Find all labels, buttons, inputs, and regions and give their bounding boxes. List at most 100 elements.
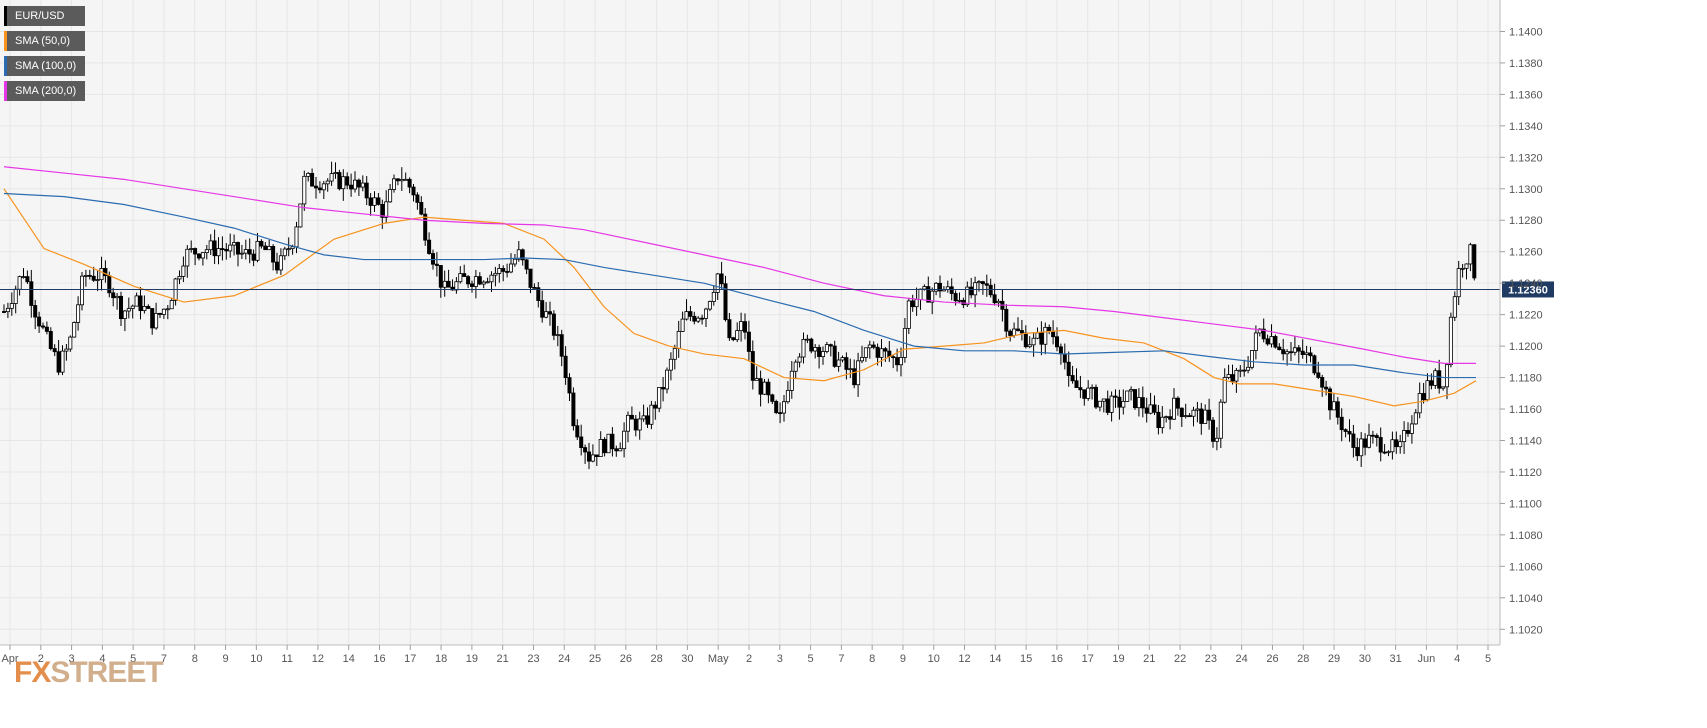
candle-body [879,348,884,358]
candle-body [524,259,529,270]
candle-body [594,454,599,457]
candle-body [1187,415,1192,418]
candle-body [310,172,315,187]
candle-body [965,286,970,306]
logo-prefix: FX [14,656,51,689]
candle-body [302,175,307,205]
candle-body [1257,328,1262,334]
candle-body [1265,338,1270,345]
candle-body [809,338,814,352]
candle-body [72,322,77,338]
candle-body [938,282,943,292]
candle-body [914,299,919,308]
candle-body [587,451,592,462]
candle-body [618,448,623,452]
candle-body [17,276,22,290]
candle-body [5,307,10,313]
candle-body [161,308,166,315]
candle-body [169,300,174,310]
candle-body [294,226,299,248]
candle-body [1113,395,1118,398]
x-tick-label: 14 [343,653,355,665]
legend-item-sma-50[interactable]: SMA (50,0) [4,31,86,51]
candle-body [653,404,658,409]
x-tick-label: 5 [808,653,814,665]
candle-body [629,414,634,420]
candle-body [1452,296,1457,318]
x-tick-label: 17 [1082,653,1094,665]
candle-body [1370,434,1375,437]
candle-body [325,180,330,185]
candle-body [1175,397,1180,409]
legend-item-sma-200[interactable]: SMA (200,0) [4,81,86,101]
current-price-marker: 1.12360 [0,281,1554,298]
candle-body [680,318,685,332]
legend-item-sma-100[interactable]: SMA (100,0) [4,56,86,76]
legend-item-eurusd[interactable]: EUR/USD [4,6,86,26]
y-tick-label: 1.1340 [1509,121,1543,133]
candle-body [805,338,810,341]
candle-body [13,288,18,304]
candle-body [1027,344,1032,348]
candle-body [1199,408,1204,424]
candle-body [251,253,256,261]
candle-body [828,344,833,347]
candle-body [239,252,244,255]
candle-body [649,404,654,425]
candle-body [1109,395,1114,413]
y-tick-label: 1.1140 [1509,435,1542,447]
candle-body [672,348,677,360]
candle-body [910,300,915,308]
candle-body [797,356,802,363]
candle-body [1238,369,1243,372]
candle-body [1090,386,1095,389]
candle-body [68,336,73,350]
candle-body [1008,330,1013,336]
candle-body [996,300,1001,304]
x-tick-label: 16 [1051,653,1063,665]
candle-body [590,454,595,462]
candle-body [1460,267,1465,270]
candle-body [1386,451,1391,454]
candle-body [926,286,931,303]
candle-body [610,433,615,450]
x-tick-label: 30 [1359,653,1371,665]
candle-body [1464,263,1469,269]
candle-body [263,245,268,251]
legend-label: SMA (50,0) [15,35,71,47]
candle-body [224,248,229,252]
candle-body [1012,328,1017,336]
candle-body [150,308,155,329]
candle-body [626,414,631,432]
candle-body [957,299,962,302]
x-tick-label: 18 [435,653,447,665]
candle-body [622,430,627,450]
candle-body [813,347,818,352]
candle-body [497,268,502,274]
candle-body [1211,419,1216,442]
candle-body [1331,401,1336,411]
x-tick-label: 17 [404,653,416,665]
y-tick-label: 1.1320 [1509,152,1543,164]
candle-body [973,282,978,296]
x-tick-label: 14 [989,653,1001,665]
candle-body [313,185,318,189]
x-tick-label: 21 [1143,653,1155,665]
candle-body [185,248,190,267]
candle-body [352,179,357,190]
candle-body [1105,398,1110,413]
candle-body [1207,409,1212,421]
x-tick-label: 15 [1020,653,1032,665]
candle-body [368,197,373,206]
candle-body [1417,393,1422,414]
candle-body [1136,397,1141,409]
candle-body [544,311,549,318]
candle-body [906,300,911,329]
y-tick-label: 1.1220 [1509,310,1543,322]
candle-body [731,337,736,341]
candle-body [204,249,209,254]
candle-body [1246,366,1251,371]
candle-body [333,172,338,175]
current-price-badge [1502,281,1554,298]
